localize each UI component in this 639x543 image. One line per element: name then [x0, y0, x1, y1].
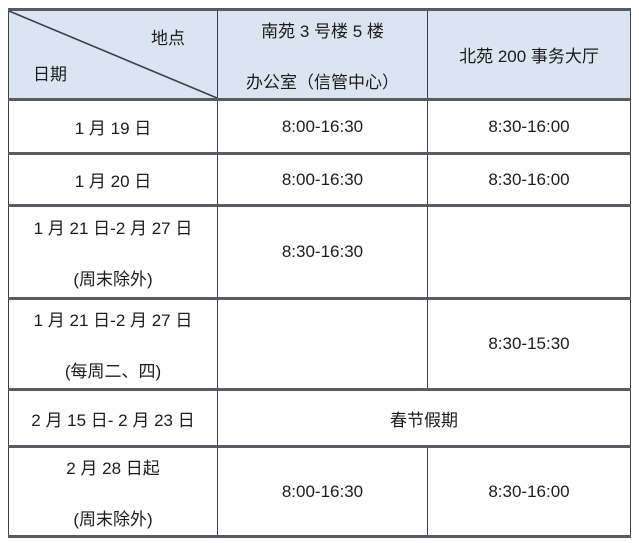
table-row: 1 月 21 日-2 月 27 日 (周末除外) 8:30-16:30	[8, 204, 631, 300]
table-row: 1 月 21 日-2 月 27 日 (每周二、四) 8:30-15:30	[8, 297, 631, 391]
header-beiyuan-label: 北苑 200 事务大厅	[459, 47, 599, 66]
date-label: 1 月 21 日-2 月 27 日	[33, 219, 193, 238]
nanyuan-time-cell: 8:00-16:30	[217, 98, 428, 155]
time-label: 8:30-15:30	[488, 334, 570, 353]
nanyuan-time-cell: 8:00-16:30	[217, 445, 428, 538]
corner-location-label: 地点	[151, 29, 185, 48]
merged-holiday-cell: 春节假期	[217, 388, 631, 448]
beiyuan-time-cell: 8:30-16:00	[427, 98, 631, 155]
table-row: 2 月 28 日起 (周末除外) 8:00-16:30 8:30-16:00	[8, 445, 631, 538]
date-note-label: (周末除外)	[73, 509, 153, 529]
time-label: 8:00-16:30	[281, 481, 364, 501]
diagonal-header-cell: 地点 日期	[8, 8, 218, 101]
date-label: 1 月 19 日	[74, 119, 152, 138]
date-cell: 1 月 21 日-2 月 27 日 (每周二、四)	[8, 297, 218, 391]
time-label: 8:30-16:00	[488, 481, 570, 501]
date-label: 1 月 20 日	[74, 172, 152, 191]
time-label: 8:30-16:30	[281, 242, 364, 261]
date-label: 2 月 15 日- 2 月 23 日	[31, 410, 195, 430]
date-note-label: (周末除外)	[73, 270, 153, 289]
date-cell: 2 月 15 日- 2 月 23 日	[8, 388, 218, 448]
date-cell: 1 月 20 日	[8, 152, 218, 207]
diagonal-line	[9, 11, 217, 98]
date-label: 1 月 21 日-2 月 27 日	[33, 311, 193, 330]
time-label: 8:30-16:00	[488, 169, 570, 189]
beiyuan-time-cell: 8:30-16:00	[427, 445, 631, 538]
table-row: 1 月 20 日 8:00-16:30 8:30-16:00	[8, 152, 631, 207]
date-cell: 1 月 19 日	[8, 98, 218, 155]
header-beiyuan-cell: 北苑 200 事务大厅	[427, 8, 631, 101]
time-label: 8:30-16:00	[488, 116, 570, 136]
header-nanyuan-line1: 南苑 3 号楼 5 楼	[261, 21, 384, 41]
time-label: 8:00-16:30	[281, 116, 364, 136]
empty-cell	[217, 297, 428, 391]
table-row: 2 月 15 日- 2 月 23 日 春节假期	[8, 388, 631, 448]
beiyuan-time-cell: 8:30-16:00	[427, 152, 631, 207]
nanyuan-time-cell: 8:00-16:30	[217, 152, 428, 207]
header-nanyuan-line2: 办公室（信管中心）	[246, 72, 399, 92]
time-label: 8:00-16:30	[281, 169, 364, 189]
date-cell: 2 月 28 日起 (周末除外)	[8, 445, 218, 538]
corner-date-label: 日期	[33, 65, 67, 84]
nanyuan-time-cell: 8:30-16:30	[217, 204, 428, 300]
header-nanyuan-cell: 南苑 3 号楼 5 楼 办公室（信管中心）	[217, 8, 428, 101]
date-label: 2 月 28 日起	[66, 458, 160, 478]
service-hours-table: 地点 日期 南苑 3 号楼 5 楼 办公室（信管中心） 北苑 200 事务大厅	[8, 8, 631, 538]
holiday-label: 春节假期	[390, 410, 458, 430]
header-row: 地点 日期 南苑 3 号楼 5 楼 办公室（信管中心） 北苑 200 事务大厅	[8, 8, 631, 101]
date-note-label: (每周二、四)	[64, 362, 162, 381]
table-row: 1 月 19 日 8:00-16:30 8:30-16:00	[8, 98, 631, 155]
empty-cell	[427, 204, 631, 300]
beiyuan-time-cell: 8:30-15:30	[427, 297, 631, 391]
date-cell: 1 月 21 日-2 月 27 日 (周末除外)	[8, 204, 218, 300]
